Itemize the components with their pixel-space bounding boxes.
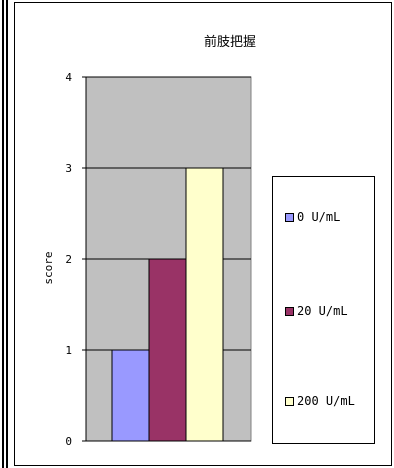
border-line bbox=[2, 0, 4, 468]
legend-item: 200 U/mL bbox=[285, 394, 355, 408]
legend: 0 U/mL 20 U/mL 200 U/mL bbox=[272, 176, 375, 444]
bar-3 bbox=[185, 167, 224, 442]
border-line bbox=[6, 0, 8, 468]
legend-swatch bbox=[285, 212, 294, 222]
legend-swatch bbox=[285, 306, 294, 316]
y-tick-label: 1 bbox=[65, 344, 72, 357]
y-tick-label: 2 bbox=[65, 253, 72, 266]
legend-item: 20 U/mL bbox=[285, 304, 348, 318]
legend-label: 200 U/mL bbox=[297, 394, 355, 408]
y-tick-label: 0 bbox=[65, 435, 72, 448]
legend-item: 0 U/mL bbox=[285, 210, 340, 224]
legend-label: 0 U/mL bbox=[297, 210, 341, 224]
legend-label: 20 U/mL bbox=[297, 304, 348, 318]
legend-swatch bbox=[285, 396, 294, 406]
bar-1 bbox=[111, 349, 150, 442]
bar-2 bbox=[148, 258, 187, 442]
window-left-border bbox=[0, 0, 10, 468]
y-tick-label: 3 bbox=[65, 162, 72, 175]
y-tick-label: 4 bbox=[65, 71, 72, 84]
y-axis-label: score bbox=[42, 251, 55, 284]
chart-title: 前肢把握 bbox=[204, 34, 256, 50]
